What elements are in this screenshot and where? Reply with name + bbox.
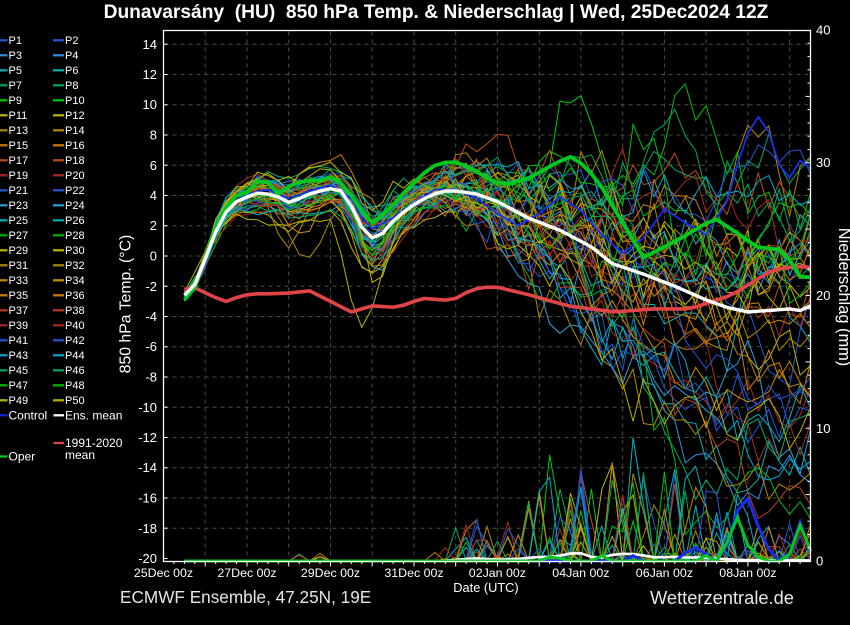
svg-text:29Dec 00z: 29Dec 00z <box>301 566 360 580</box>
svg-text:P24: P24 <box>65 200 85 212</box>
svg-text:P39: P39 <box>9 320 29 332</box>
svg-text:-16: -16 <box>138 491 157 506</box>
svg-text:P43: P43 <box>9 350 29 362</box>
svg-text:1991-2020: 1991-2020 <box>65 436 123 450</box>
svg-text:P41: P41 <box>9 335 29 347</box>
svg-text:P28: P28 <box>65 230 85 242</box>
svg-text:P21: P21 <box>9 185 29 197</box>
svg-text:08Jan 00z: 08Jan 00z <box>719 566 776 580</box>
svg-text:Control: Control <box>9 409 48 423</box>
svg-text:P8: P8 <box>65 80 78 92</box>
svg-text:4: 4 <box>150 188 157 203</box>
svg-text:P7: P7 <box>9 80 22 92</box>
svg-text:-20: -20 <box>138 551 157 566</box>
svg-text:P44: P44 <box>65 350 85 362</box>
svg-text:6: 6 <box>150 158 157 173</box>
svg-text:0: 0 <box>816 554 823 569</box>
svg-text:P12: P12 <box>65 110 85 122</box>
svg-text:25Dec 00z: 25Dec 00z <box>134 566 193 580</box>
svg-text:P50: P50 <box>65 395 85 407</box>
svg-text:P6: P6 <box>65 65 78 77</box>
svg-text:P29: P29 <box>9 245 29 257</box>
svg-text:P47: P47 <box>9 380 29 392</box>
svg-text:-12: -12 <box>138 430 157 445</box>
svg-text:mean: mean <box>65 448 95 462</box>
svg-text:06Jan 00z: 06Jan 00z <box>636 566 693 580</box>
svg-text:Date (UTC): Date (UTC) <box>453 580 518 595</box>
svg-text:P5: P5 <box>9 65 22 77</box>
svg-text:-4: -4 <box>145 309 157 324</box>
svg-text:P1: P1 <box>9 35 22 47</box>
svg-text:850 hPa Temp. (°C): 850 hPa Temp. (°C) <box>118 235 135 374</box>
svg-text:P15: P15 <box>9 140 29 152</box>
svg-text:P18: P18 <box>65 155 85 167</box>
svg-text:-18: -18 <box>138 521 157 536</box>
svg-text:P20: P20 <box>65 170 85 182</box>
svg-text:P46: P46 <box>65 365 85 377</box>
svg-text:Ens. mean: Ens. mean <box>65 409 122 423</box>
svg-text:P22: P22 <box>65 185 85 197</box>
svg-text:31Dec 00z: 31Dec 00z <box>384 566 443 580</box>
svg-text:ECMWF Ensemble, 47.25N, 19E: ECMWF Ensemble, 47.25N, 19E <box>120 587 371 607</box>
svg-text:P32: P32 <box>65 260 85 272</box>
svg-text:10: 10 <box>816 421 830 436</box>
svg-text:P42: P42 <box>65 335 85 347</box>
svg-text:P31: P31 <box>9 260 29 272</box>
svg-text:Wetterzentrale.de: Wetterzentrale.de <box>650 587 794 608</box>
svg-text:40: 40 <box>816 23 830 38</box>
svg-text:P30: P30 <box>65 245 85 257</box>
svg-text:0: 0 <box>150 249 157 264</box>
svg-text:27Dec 00z: 27Dec 00z <box>217 566 276 580</box>
svg-text:14: 14 <box>143 37 157 52</box>
svg-text:P19: P19 <box>9 170 29 182</box>
svg-text:-14: -14 <box>138 460 157 475</box>
svg-text:30: 30 <box>816 155 830 170</box>
svg-text:P45: P45 <box>9 365 29 377</box>
svg-text:P38: P38 <box>65 305 85 317</box>
svg-text:P25: P25 <box>9 215 29 227</box>
svg-text:P4: P4 <box>65 50 78 62</box>
svg-text:-8: -8 <box>145 370 157 385</box>
svg-text:12: 12 <box>143 67 157 82</box>
svg-text:P9: P9 <box>9 95 22 107</box>
svg-text:P23: P23 <box>9 200 29 212</box>
svg-text:Dunavarsány (HU) 850 hPa Tem: Dunavarsány (HU) 850 hPa Temp. & Nieders… <box>104 2 769 23</box>
svg-text:P34: P34 <box>65 275 85 287</box>
svg-text:Oper: Oper <box>9 450 36 464</box>
svg-text:02Jan 00z: 02Jan 00z <box>469 566 526 580</box>
svg-text:P26: P26 <box>65 215 85 227</box>
svg-text:P37: P37 <box>9 305 29 317</box>
svg-text:-6: -6 <box>145 339 157 354</box>
svg-text:P27: P27 <box>9 230 29 242</box>
svg-text:P2: P2 <box>65 35 78 47</box>
svg-text:P13: P13 <box>9 125 29 137</box>
svg-text:P49: P49 <box>9 395 29 407</box>
svg-text:-2: -2 <box>145 279 157 294</box>
svg-text:P17: P17 <box>9 155 29 167</box>
svg-text:P36: P36 <box>65 290 85 302</box>
svg-text:P40: P40 <box>65 320 85 332</box>
svg-text:8: 8 <box>150 128 157 143</box>
svg-text:Niederschlag (mm): Niederschlag (mm) <box>835 228 850 366</box>
svg-text:P33: P33 <box>9 275 29 287</box>
svg-text:P14: P14 <box>65 125 85 137</box>
svg-text:P48: P48 <box>65 380 85 392</box>
svg-text:-10: -10 <box>138 400 157 415</box>
svg-text:P35: P35 <box>9 290 29 302</box>
svg-text:P10: P10 <box>65 95 85 107</box>
svg-text:10: 10 <box>143 97 157 112</box>
svg-text:2: 2 <box>150 218 157 233</box>
svg-text:04Jan 00z: 04Jan 00z <box>552 566 609 580</box>
svg-text:P3: P3 <box>9 50 22 62</box>
svg-text:P11: P11 <box>9 110 28 122</box>
svg-text:20: 20 <box>816 288 830 303</box>
svg-text:P16: P16 <box>65 140 85 152</box>
